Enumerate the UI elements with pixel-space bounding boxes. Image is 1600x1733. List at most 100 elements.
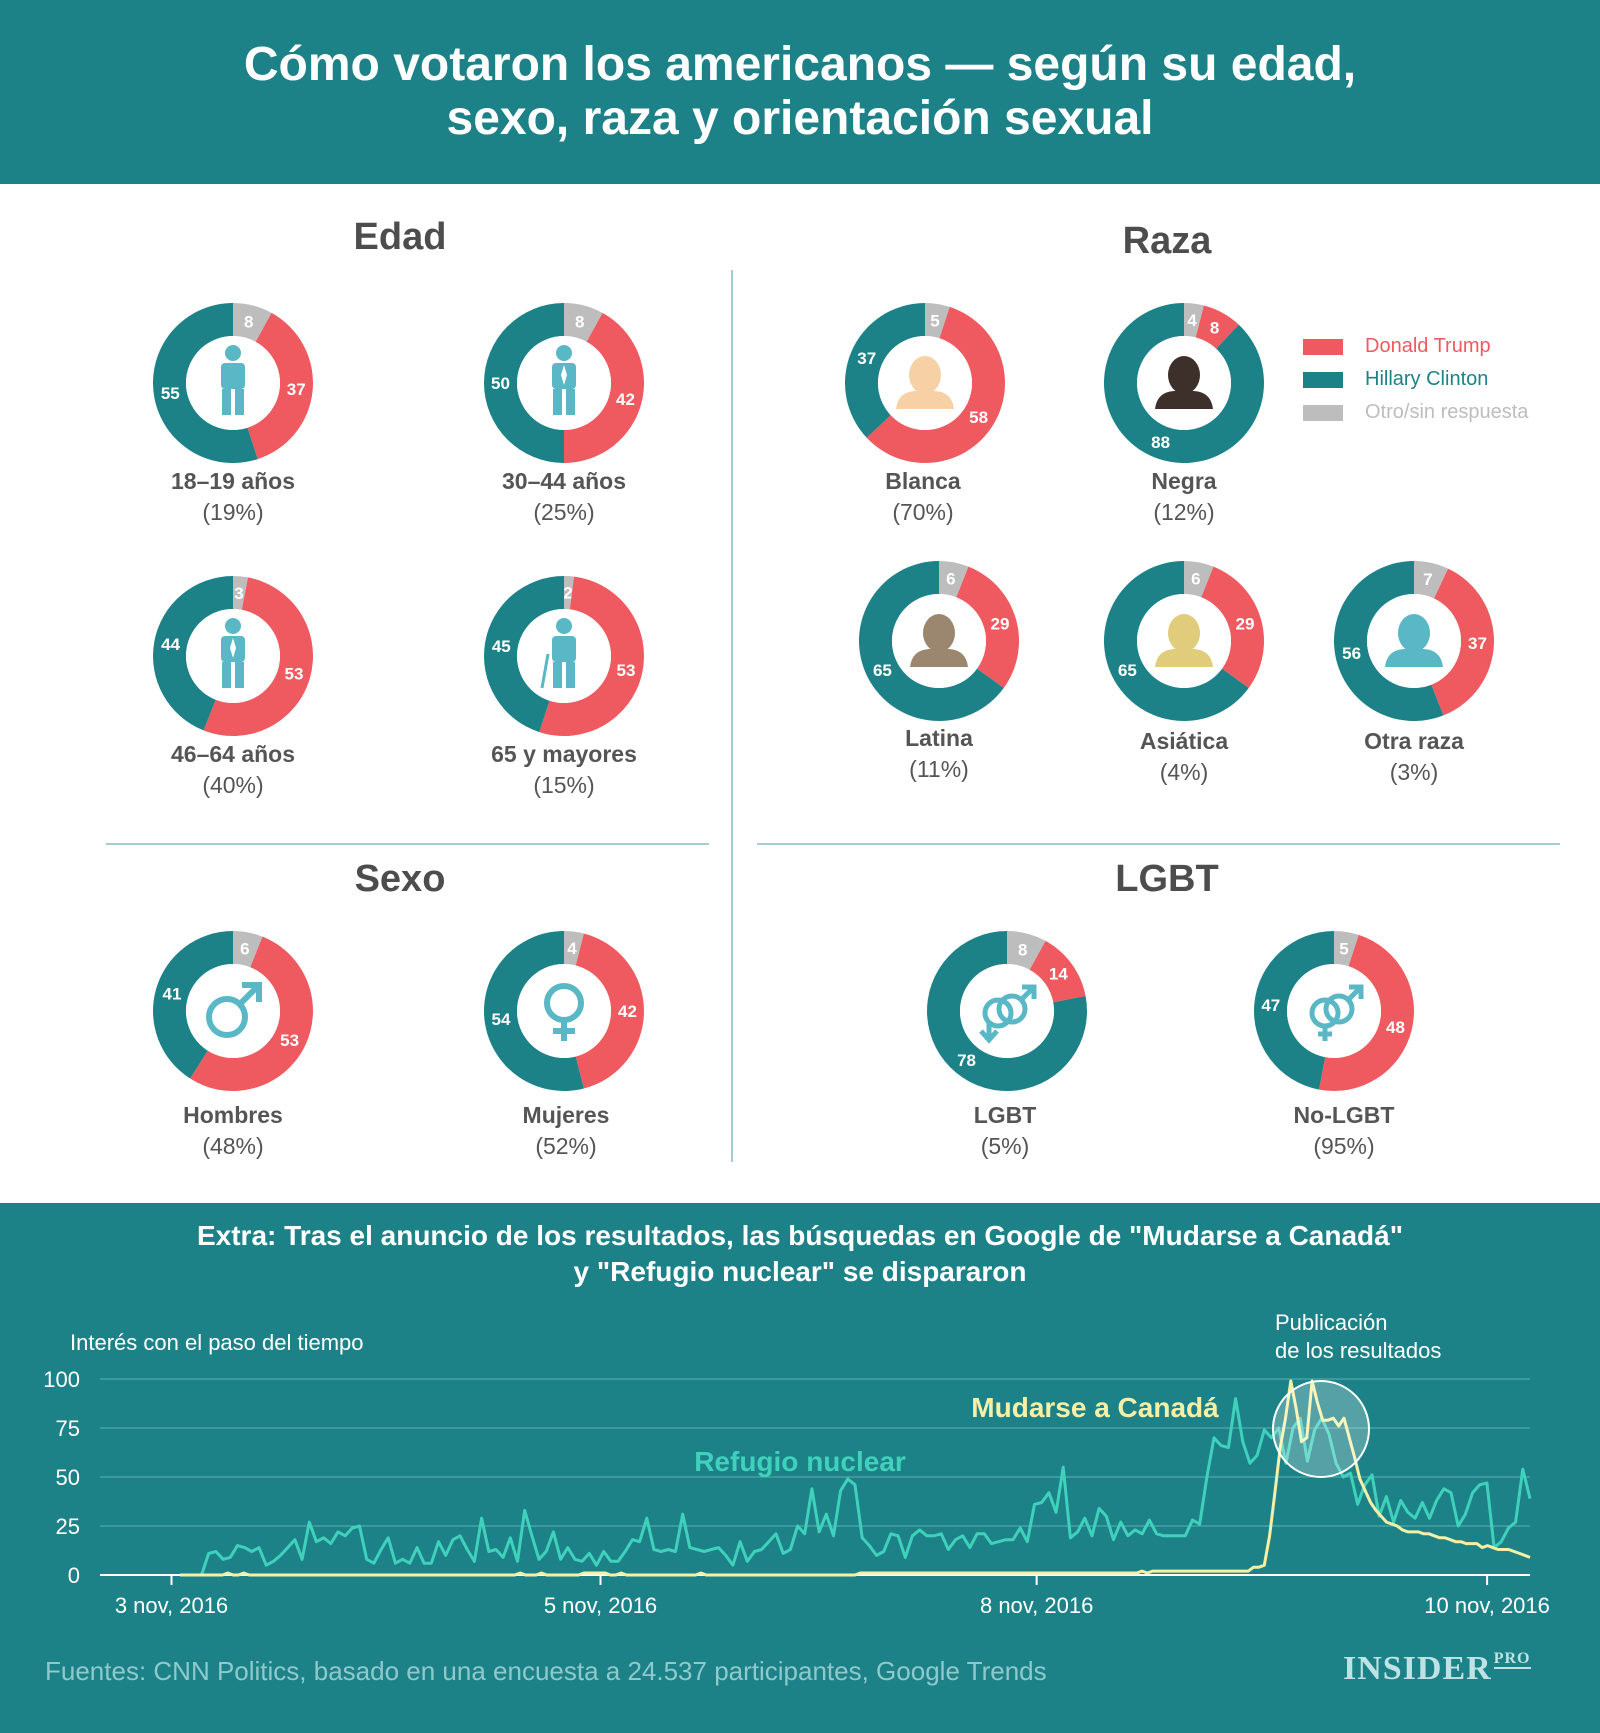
- page-title-line1: Cómo votaron los americanos — según su e…: [243, 38, 1357, 91]
- donut-slice-trump: [247, 312, 313, 460]
- group-share-edad-65: (15%): [533, 772, 595, 798]
- donut-slice-other: [1184, 561, 1214, 598]
- legend-swatch-clinton: [1303, 371, 1343, 388]
- donut-value-clinton: 88: [1151, 433, 1170, 452]
- donut-slice-clinton: [1104, 561, 1249, 721]
- group-share-edad-46: (40%): [202, 772, 264, 798]
- donut-slice-clinton: [1334, 561, 1444, 721]
- donut-raza-asiatica: 6 29 65: [1104, 561, 1264, 721]
- legend-label-clinton: Hillary Clinton: [1365, 368, 1489, 390]
- donut-value-clinton: 56: [1342, 644, 1361, 663]
- group-share-lgbt-si: (5%): [980, 1133, 1030, 1159]
- donut-value-other: 8: [244, 312, 253, 331]
- group-name-raza-asiatica: Asiática: [1139, 728, 1229, 754]
- group-share-edad-30: (25%): [533, 499, 595, 525]
- donut-slice-other: [564, 576, 575, 610]
- head-icon: [1155, 614, 1213, 667]
- donut-value-clinton: 45: [492, 637, 511, 656]
- annotation-line2: de los resultados: [1275, 1338, 1441, 1363]
- donut-slice-clinton: [152, 303, 258, 463]
- donut-slice-trump: [203, 577, 313, 736]
- donut-slice-clinton: [484, 931, 584, 1091]
- donut-value-trump: 42: [618, 1002, 637, 1021]
- donut-slice-other: [233, 576, 248, 610]
- section-title-edad: Edad: [353, 216, 447, 258]
- group-share-raza-negra: (12%): [1153, 499, 1215, 525]
- logo-text: INSIDER: [1343, 1650, 1492, 1687]
- donut-lgbt-no: 5 48 47: [1254, 931, 1414, 1091]
- group-name-raza-otra: Otra raza: [1364, 728, 1464, 754]
- section-title-raza: Raza: [1122, 220, 1212, 262]
- donut-slice-other: [1414, 561, 1449, 599]
- elderly-icon: [540, 618, 576, 689]
- head-icon: [1385, 614, 1443, 667]
- y-tick-label: 25: [56, 1514, 80, 1539]
- donut-raza-latina: 6 29 65: [859, 561, 1019, 721]
- donut-slice-other: [233, 303, 272, 342]
- group-share-raza-asiatica: (4%): [1159, 759, 1209, 785]
- donut-slice-clinton: [845, 303, 925, 438]
- donut-slice-clinton: [927, 931, 1087, 1091]
- donut-edad-18: 8 37 55: [152, 303, 313, 463]
- legend-item-clinton: Hillary Clinton: [1303, 363, 1528, 396]
- section-title-lgbt: LGBT: [1115, 858, 1219, 900]
- donut-value-clinton: 65: [873, 661, 892, 680]
- donut-value-trump: 58: [969, 408, 988, 427]
- insider-pro-logo: INSIDER PRO: [1343, 1650, 1531, 1688]
- donut-value-other: 5: [1339, 939, 1348, 958]
- logo-pro-text: PRO: [1493, 1650, 1531, 1669]
- donut-slice-other: [1007, 931, 1046, 970]
- series-line-nuclear: [180, 1397, 1532, 1577]
- donut-slice-trump: [1319, 934, 1414, 1091]
- donut-value-trump: 48: [1386, 1018, 1405, 1037]
- y-axis-title: Interés con el paso del tiempo: [70, 1330, 364, 1355]
- person-tie-icon: [552, 345, 576, 415]
- y-tick-label: 0: [68, 1563, 80, 1588]
- donut-slice-trump: [190, 936, 313, 1091]
- x-tick-label: 3 nov, 2016: [115, 1593, 228, 1618]
- donut-slice-trump: [866, 306, 1005, 463]
- donut-edad-65: 2 53 45: [484, 576, 644, 736]
- donut-slice-trump: [1431, 568, 1494, 716]
- hetero-icon: [1309, 984, 1364, 1041]
- legend: Donald Trump Hillary Clinton Otro/sin re…: [1303, 330, 1528, 429]
- person-suit-icon: [221, 618, 245, 688]
- donut-slice-other: [925, 303, 950, 339]
- donut-value-other: 6: [240, 940, 249, 959]
- donut-slice-other: [564, 931, 584, 966]
- donut-value-trump: 29: [991, 614, 1010, 633]
- donut-slice-other: [1184, 303, 1204, 338]
- group-share-sexo-mujeres: (52%): [535, 1133, 597, 1159]
- head-icon: [896, 356, 954, 409]
- group-share-raza-latina: (11%): [909, 756, 969, 782]
- group-name-sexo-mujeres: Mujeres: [522, 1102, 610, 1128]
- donut-edad-46: 3 53 44: [152, 576, 313, 736]
- donut-value-clinton: 55: [161, 384, 180, 403]
- donut-value-clinton: 54: [492, 1010, 511, 1029]
- header-banner: Cómo votaron los americanos — según su e…: [0, 0, 1600, 184]
- donut-slice-other: [233, 931, 263, 968]
- group-share-raza-blanca: (70%): [892, 499, 954, 525]
- donut-value-other: 6: [1191, 570, 1200, 589]
- donut-slice-clinton: [1104, 303, 1264, 463]
- donut-value-trump: 29: [1236, 614, 1255, 633]
- donut-slice-clinton: [484, 303, 564, 463]
- donut-value-other: 8: [1018, 940, 1027, 959]
- donut-value-other: 7: [1423, 570, 1432, 589]
- group-name-raza-blanca: Blanca: [885, 468, 961, 494]
- donut-slice-clinton: [153, 931, 233, 1079]
- donut-slice-other: [939, 561, 969, 598]
- legend-item-trump: Donald Trump: [1303, 330, 1528, 363]
- vertical-divider: [731, 270, 733, 1162]
- extra-title-line1: Extra: Tras el anuncio de los resultados…: [196, 1220, 1403, 1251]
- donut-hole: [186, 964, 280, 1058]
- donut-value-other: 6: [946, 570, 955, 589]
- donut-hole: [1287, 964, 1381, 1058]
- group-name-raza-negra: Negra: [1151, 468, 1217, 494]
- donut-slice-other: [564, 303, 603, 342]
- donut-value-other: 4: [567, 939, 577, 958]
- group-name-sexo-hombres: Hombres: [183, 1102, 283, 1128]
- donut-value-trump: 42: [616, 390, 635, 409]
- donut-value-clinton: 41: [163, 984, 182, 1003]
- donut-value-other: 4: [1187, 311, 1197, 330]
